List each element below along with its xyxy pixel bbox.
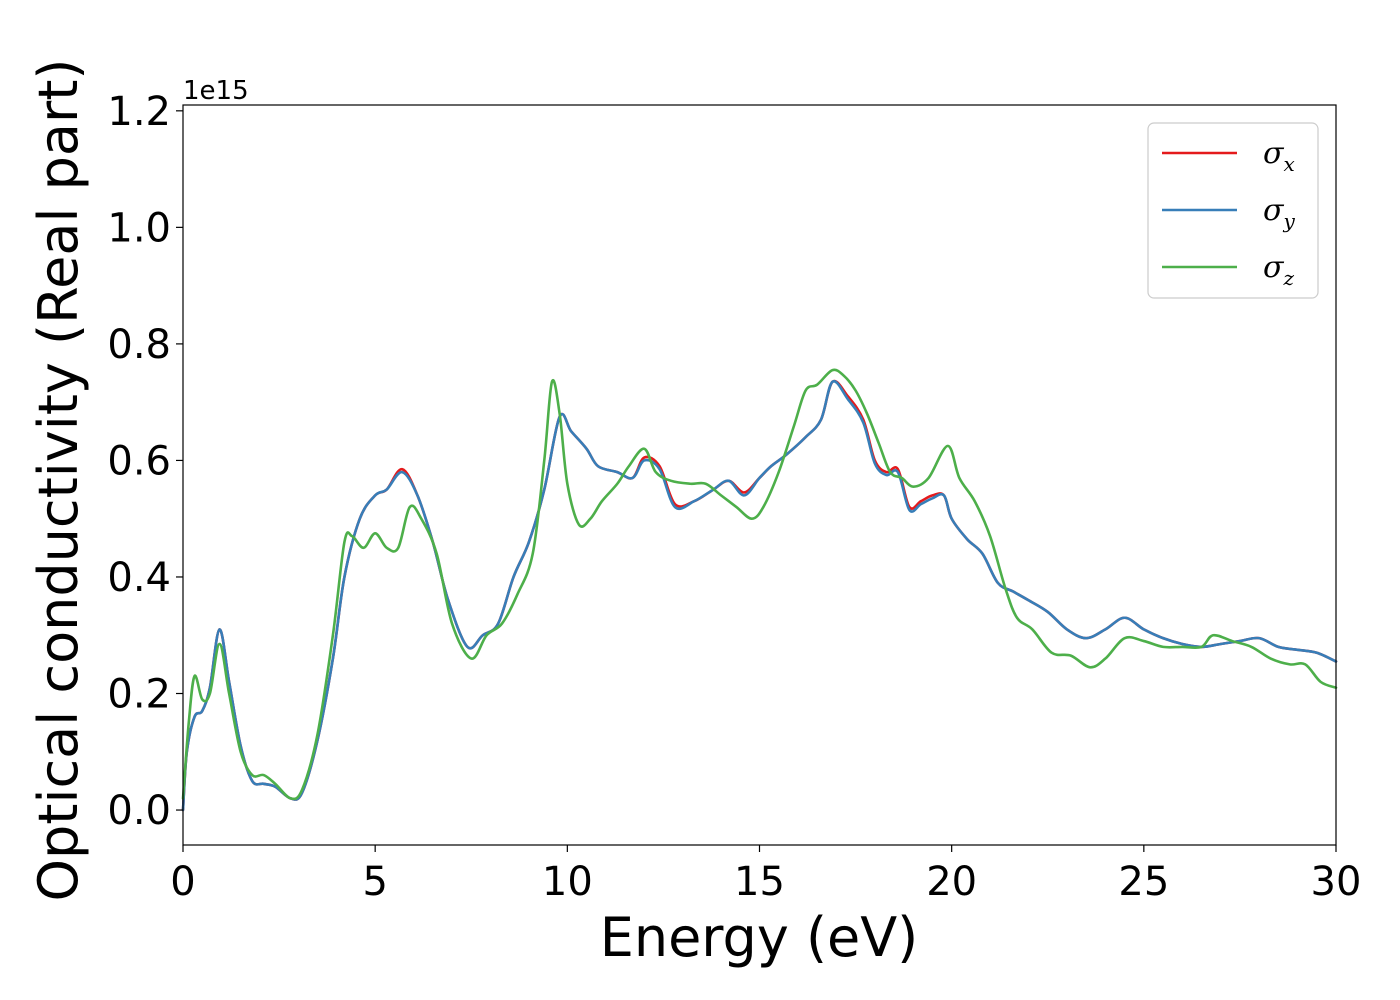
plot-frame: [182, 104, 1337, 846]
legend: σx σy σz: [1147, 122, 1319, 299]
y-tick-label: 0.4: [107, 555, 171, 601]
y-tick-label: 0.0: [107, 788, 171, 834]
plot-lines: [181, 368, 1338, 812]
x-tick-label: 5: [362, 859, 387, 905]
x-axis-title: Energy (eV): [600, 906, 919, 969]
y-tick-label: 1.0: [107, 205, 171, 251]
y-tick-label: 0.2: [107, 672, 171, 718]
x-tick-label: 30: [1311, 859, 1362, 905]
y-tick-label: 0.6: [107, 438, 171, 484]
y-offset-label: 1e15: [183, 76, 249, 106]
legend-label-z: σz: [1263, 250, 1294, 290]
x-tick-label: 20: [926, 859, 977, 905]
y-tick-label: 0.8: [107, 322, 171, 368]
y-axis-title: Optical conductivity (Real part): [27, 59, 90, 902]
legend-label-y: σy: [1263, 193, 1295, 233]
y-axis: 0.0 0.2 0.4 0.6 0.8 1.0 1.2: [107, 89, 183, 834]
series-line-z: [181, 368, 1338, 801]
x-tick-label: 10: [542, 859, 593, 905]
x-tick-label: 25: [1118, 859, 1169, 905]
x-tick-label: 15: [734, 859, 785, 905]
x-tick-label: 0: [170, 859, 195, 905]
x-axis: 0 5 10 15 20 25 30: [170, 845, 1361, 905]
y-tick-label: 1.2: [107, 89, 171, 135]
legend-label-x: σx: [1263, 136, 1295, 176]
